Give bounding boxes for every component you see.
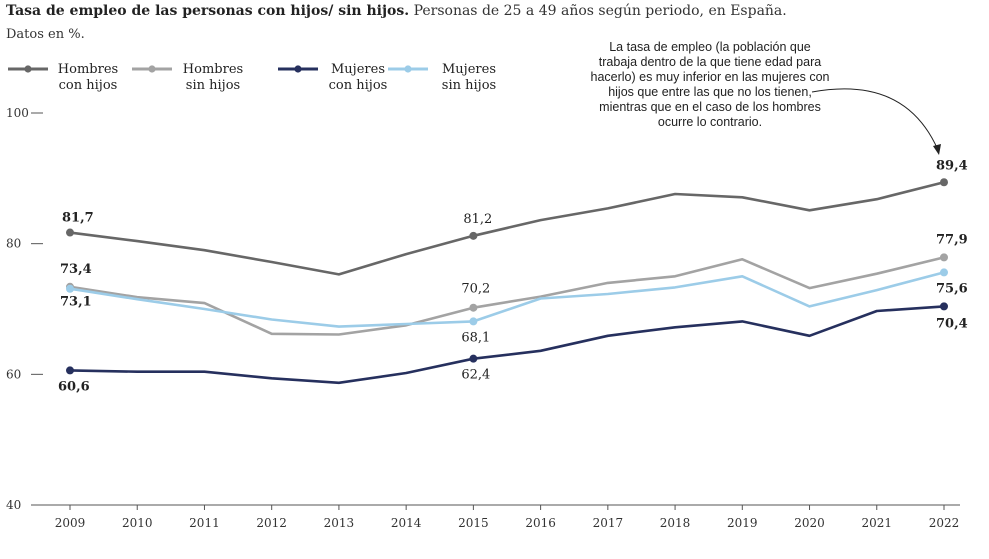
x-tick-label: 2009: [55, 516, 86, 530]
data-point-hombres-con-hijos: [469, 231, 478, 240]
x-tick-label: 2014: [391, 516, 422, 530]
y-tick-label: 100: [6, 106, 29, 120]
legend-swatch-mujeres-sin-hijos: [388, 65, 428, 73]
data-label-mujeres-con-hijos: 70,4: [936, 316, 968, 331]
legend-label-line1: Hombres: [182, 62, 244, 77]
x-tick-label: 2015: [458, 516, 489, 530]
data-point-mujeres-con-hijos: [939, 302, 948, 311]
x-tick-label: 2018: [660, 516, 691, 530]
y-tick-label: 80: [6, 237, 21, 251]
legend-item-mujeres-sin-hijos: Mujeres sin hijos: [386, 62, 496, 93]
data-label-mujeres-sin-hijos: 68,1: [461, 330, 490, 345]
x-tick-label: 2019: [727, 516, 758, 530]
data-label-hombres-sin-hijos: 73,4: [60, 262, 92, 277]
data-point-hombres-con-hijos: [939, 178, 948, 187]
legend-swatch-mujeres-con-hijos: [278, 65, 318, 73]
chart-annotation: La tasa de empleo (la población que trab…: [590, 40, 830, 129]
series-line-mujeres-sin-hijos: [69, 271, 945, 328]
chart-title-line: Tasa de empleo de las personas con hijos…: [6, 3, 787, 19]
legend-swatch-hombres-con-hijos: [8, 65, 48, 73]
data-point-mujeres-sin-hijos: [939, 268, 948, 277]
data-label-mujeres-sin-hijos: 73,1: [60, 295, 92, 310]
data-point-mujeres-con-hijos: [66, 366, 74, 375]
data-labels: 81,7 81,2 89,4 73,4 70,2 77,9 73,1 68,1 75,6 60,6…: [58, 158, 968, 394]
series-lines: [66, 178, 948, 385]
data-point-mujeres-con-hijos: [469, 354, 478, 363]
data-label-mujeres-con-hijos: 62,4: [461, 368, 490, 383]
legend-label-line2: con hijos: [328, 78, 388, 93]
legend-label-line1: Mujeres: [331, 62, 385, 77]
legend-label-line2: sin hijos: [441, 78, 497, 93]
data-point-mujeres-sin-hijos: [469, 317, 478, 326]
data-label-hombres-con-hijos: 81,7: [62, 211, 94, 226]
x-tick-label: 2021: [861, 516, 892, 530]
chart-subtitle: Personas de 25 a 49 años según periodo, …: [413, 3, 787, 19]
legend-label-line2: con hijos: [58, 78, 118, 93]
data-label-mujeres-con-hijos: 60,6: [58, 379, 90, 394]
legend-label-line1: Mujeres: [442, 62, 496, 77]
series-line-hombres-con-hijos: [69, 181, 945, 276]
annotation-arrow-head: [933, 144, 941, 155]
x-tick-label: 2016: [525, 516, 556, 530]
data-label-mujeres-sin-hijos: 75,6: [936, 281, 968, 296]
legend-swatch-hombres-sin-hijos: [132, 65, 172, 73]
legend-item-hombres-sin-hijos: Hombres sin hijos: [130, 62, 243, 93]
chart-title: Tasa de empleo de las personas con hijos…: [6, 3, 410, 19]
data-point-hombres-sin-hijos: [939, 253, 948, 262]
legend-label-line2: sin hijos: [185, 78, 241, 93]
x-tick-label: 2010: [122, 516, 153, 530]
legend-item-mujeres-con-hijos: Mujeres con hijos: [276, 62, 387, 93]
data-label-hombres-con-hijos: 89,4: [936, 158, 968, 173]
x-tick-label: 2012: [256, 516, 287, 530]
x-tick-label: 2020: [794, 516, 825, 530]
x-tick-label: 2022: [929, 516, 960, 530]
y-tick-label: 60: [6, 367, 21, 381]
y-tick-label: 40: [6, 498, 21, 512]
series-line-hombres-sin-hijos: [69, 256, 945, 336]
data-label-hombres-con-hijos: 81,2: [463, 212, 492, 227]
x-tick-label: 2017: [593, 516, 624, 530]
x-tick-label: 2011: [189, 516, 220, 530]
data-point-hombres-sin-hijos: [469, 303, 478, 312]
data-point-hombres-con-hijos: [66, 228, 74, 237]
units-note: Datos en %.: [6, 27, 85, 42]
x-tick-label: 2013: [324, 516, 355, 530]
legend-label-line1: Hombres: [57, 62, 119, 77]
data-label-hombres-sin-hijos: 77,9: [936, 232, 968, 247]
data-label-hombres-sin-hijos: 70,2: [461, 282, 490, 297]
annotation-arrow: [811, 88, 939, 151]
legend-item-hombres-con-hijos: Hombres con hijos: [6, 62, 118, 93]
series-line-mujeres-con-hijos: [69, 305, 945, 385]
data-point-mujeres-sin-hijos: [66, 284, 74, 293]
axes: 40 60 80 100 2009 2010 2011 2012 2013 2014 2015 201…: [6, 106, 960, 530]
